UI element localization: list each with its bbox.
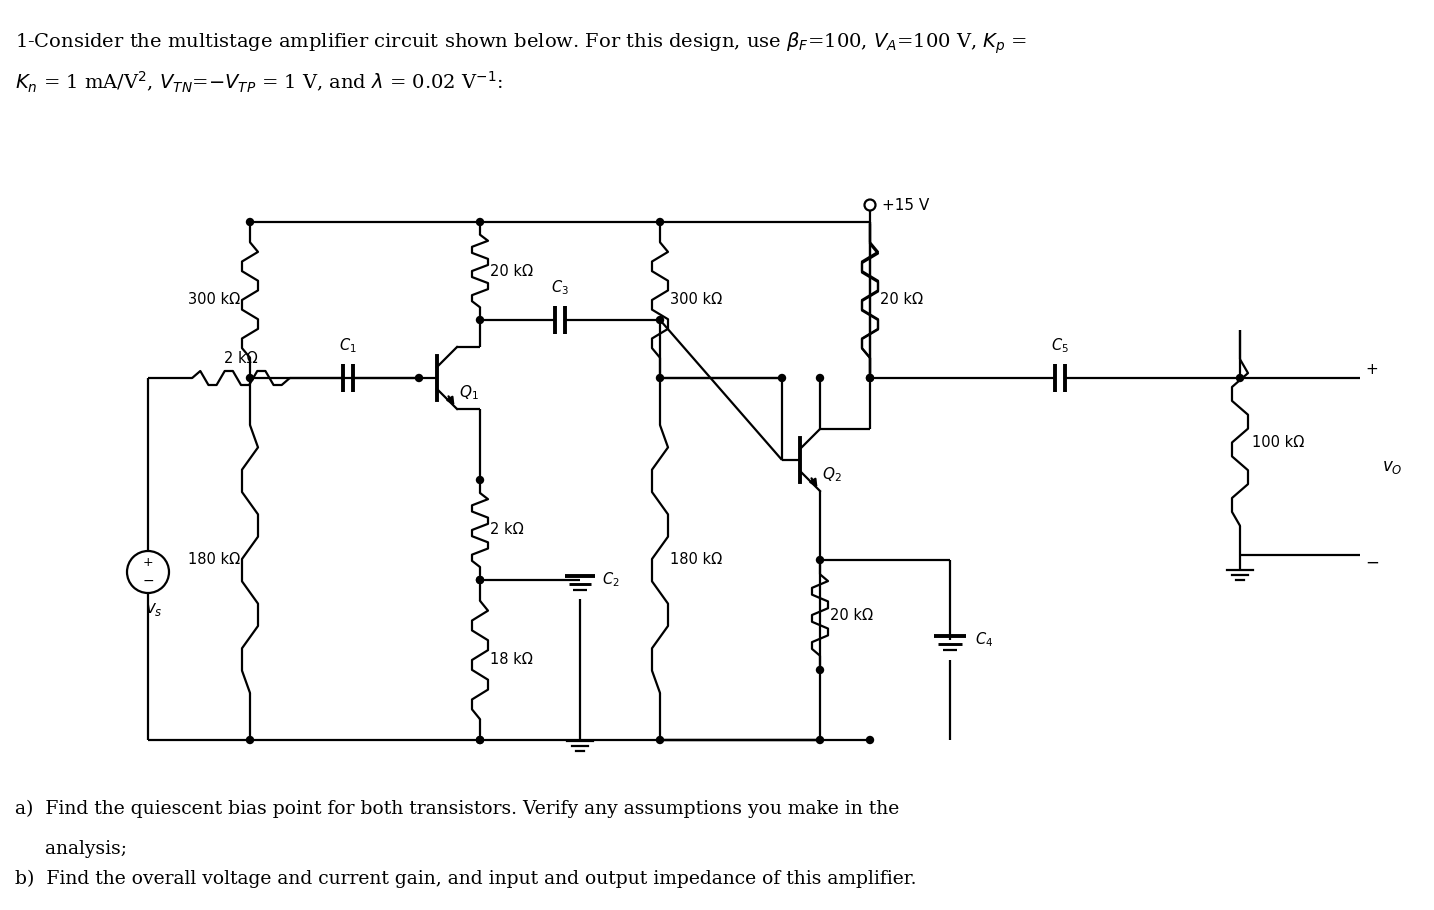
Circle shape [816, 736, 823, 743]
Circle shape [247, 375, 254, 381]
Text: $C_4$: $C_4$ [975, 631, 994, 650]
Text: $C_2$: $C_2$ [602, 571, 619, 590]
Text: +15 V: +15 V [882, 197, 929, 213]
Circle shape [657, 317, 664, 323]
Circle shape [476, 317, 483, 323]
Circle shape [247, 736, 254, 743]
Circle shape [476, 736, 483, 743]
Text: $C_1$: $C_1$ [340, 337, 357, 355]
Text: 20 kΩ: 20 kΩ [830, 608, 873, 622]
Circle shape [657, 218, 664, 226]
Circle shape [247, 218, 254, 226]
Circle shape [779, 375, 786, 381]
Text: $C_5$: $C_5$ [1051, 337, 1068, 355]
Circle shape [866, 375, 873, 381]
Text: analysis;: analysis; [14, 840, 128, 858]
Circle shape [816, 375, 823, 381]
Text: 100 kΩ: 100 kΩ [1252, 435, 1305, 450]
Text: 300 kΩ: 300 kΩ [188, 292, 239, 308]
Text: −: − [142, 574, 153, 588]
Circle shape [657, 375, 664, 381]
Text: 300 kΩ: 300 kΩ [670, 292, 723, 308]
Text: 20 kΩ: 20 kΩ [490, 264, 533, 278]
Circle shape [1236, 375, 1243, 381]
Text: +: + [1365, 362, 1378, 378]
Text: $Q_1$: $Q_1$ [459, 383, 479, 401]
Circle shape [657, 736, 664, 743]
Text: a)  Find the quiescent bias point for both transistors. Verify any assumptions y: a) Find the quiescent bias point for bot… [14, 800, 899, 818]
Text: 18 kΩ: 18 kΩ [490, 652, 533, 668]
Circle shape [816, 666, 823, 673]
Text: 2 kΩ: 2 kΩ [224, 351, 258, 366]
Circle shape [866, 375, 873, 381]
Circle shape [476, 577, 483, 583]
Text: 1-Consider the multistage amplifier circuit shown below. For this design, use $\: 1-Consider the multistage amplifier circ… [14, 30, 1027, 56]
Text: $Q_2$: $Q_2$ [822, 465, 842, 484]
Text: $v_s$: $v_s$ [145, 600, 163, 618]
Circle shape [476, 577, 483, 583]
Circle shape [476, 218, 483, 226]
Circle shape [865, 199, 876, 210]
Text: $C_3$: $C_3$ [551, 278, 569, 297]
Circle shape [476, 477, 483, 483]
Text: 180 kΩ: 180 kΩ [188, 551, 239, 567]
Circle shape [416, 375, 423, 381]
Text: 2 kΩ: 2 kΩ [490, 522, 523, 538]
Text: +: + [143, 557, 153, 570]
Text: −: − [1365, 554, 1380, 572]
Text: b)  Find the overall voltage and current gain, and input and output impedance of: b) Find the overall voltage and current … [14, 870, 916, 888]
Text: 20 kΩ: 20 kΩ [880, 292, 923, 308]
Text: $v_O$: $v_O$ [1382, 458, 1402, 476]
Text: $K_n$ = 1 mA/V$^2$, $V_{TN}$=$-V_{TP}$ = 1 V, and $\lambda$ = 0.02 V$^{-1}$:: $K_n$ = 1 mA/V$^2$, $V_{TN}$=$-V_{TP}$ =… [14, 70, 503, 96]
Circle shape [476, 736, 483, 743]
Circle shape [816, 557, 823, 563]
Text: 180 kΩ: 180 kΩ [670, 551, 723, 567]
Circle shape [866, 736, 873, 743]
